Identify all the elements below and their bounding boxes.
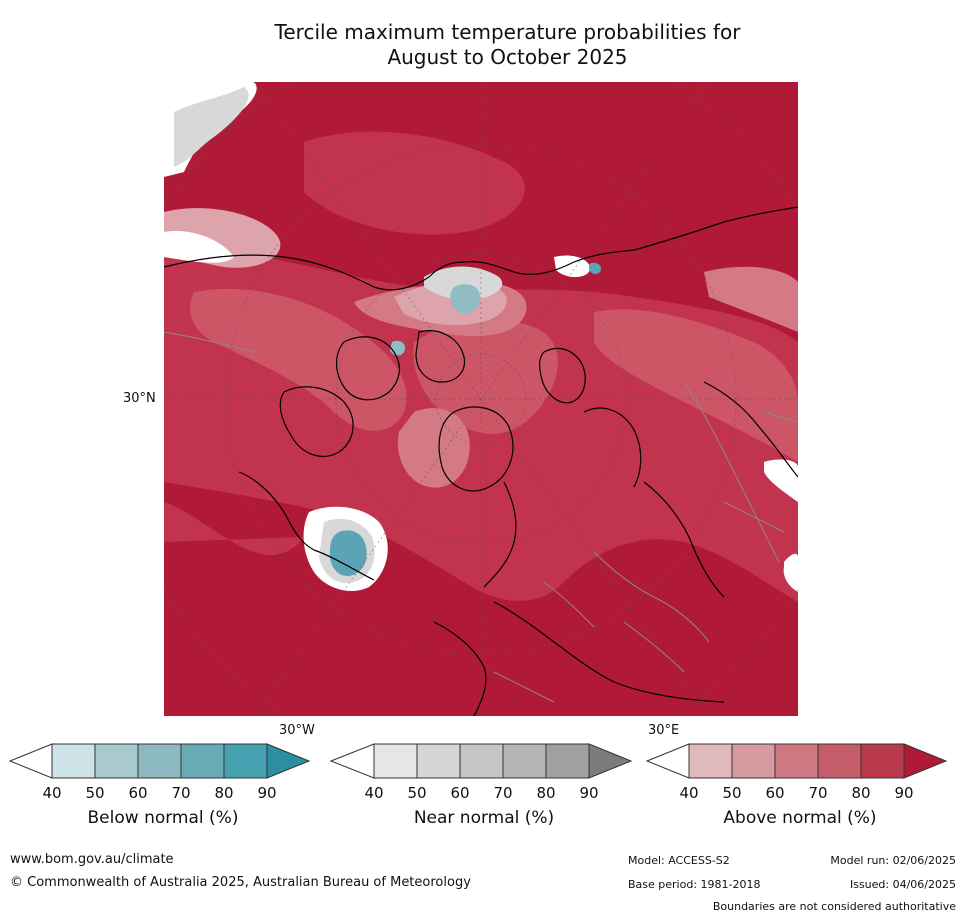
lat-label-30n: 30°N xyxy=(123,391,156,406)
colorbar-near-seg-3 xyxy=(459,743,504,779)
model-run-text: Model run: 02/06/2025 xyxy=(830,854,956,867)
tick: 50 xyxy=(85,784,105,802)
colorbar-above-seg-5 xyxy=(860,743,905,779)
legend-above-normal: 40 50 60 70 80 90 Above normal (%) xyxy=(645,742,955,832)
near-normal-zone-b xyxy=(164,231,234,263)
country-borders xyxy=(164,331,798,703)
colorbar-above-seg-3 xyxy=(774,743,819,779)
tick: 80 xyxy=(536,784,556,802)
colorbar-near-seg-2 xyxy=(416,743,461,779)
near-normal-zone-g xyxy=(764,459,798,502)
tick: 40 xyxy=(679,784,699,802)
colorbar-near-seg-1 xyxy=(373,743,418,779)
tick: 40 xyxy=(364,784,384,802)
colorbar-above xyxy=(645,743,948,779)
issued-text: Issued: 04/06/2025 xyxy=(849,878,956,891)
colorbar-below-seg-3 xyxy=(137,743,182,779)
legend-caption: Above normal (%) xyxy=(723,808,877,828)
base-period-text: Base period: 1981-2018 xyxy=(628,878,761,891)
tick: 40 xyxy=(42,784,62,802)
near-normal-zone-h xyxy=(783,553,798,592)
lon-label-30w: 30°W xyxy=(279,723,315,738)
prob-zone-60-b xyxy=(397,408,470,488)
title-line-2: August to October 2025 xyxy=(387,45,628,69)
prob-zone-60-c xyxy=(704,266,798,332)
colorbar-near-seg-4 xyxy=(502,743,547,779)
tick: 70 xyxy=(171,784,191,802)
copyright-text: © Commonwealth of Australia 2025, Austra… xyxy=(10,875,471,890)
coastlines xyxy=(164,206,798,716)
colorbar-above-ticks: 40 50 60 70 80 90 xyxy=(645,784,955,802)
colorbar-below-arrow-low xyxy=(8,743,53,779)
tick: 90 xyxy=(894,784,914,802)
colorbar-below-arrow-high xyxy=(266,743,311,779)
tick: 70 xyxy=(493,784,513,802)
colorbar-above-seg-4 xyxy=(817,743,862,779)
tick: 60 xyxy=(450,784,470,802)
colorbar-above-seg-2 xyxy=(731,743,776,779)
colorbar-near-seg-5 xyxy=(545,743,590,779)
disclaimer-text: Boundaries are not considered authoritat… xyxy=(712,900,956,913)
below-normal-zone-b xyxy=(329,530,367,577)
colorbar-near-ticks: 40 50 60 70 80 90 xyxy=(329,784,639,802)
colorbar-below-seg-1 xyxy=(51,743,96,779)
below-normal-zone-d xyxy=(589,262,602,275)
colorbar-below-seg-4 xyxy=(180,743,225,779)
tick: 80 xyxy=(214,784,234,802)
colorbar-near-arrow-high xyxy=(588,743,633,779)
colorbar-near xyxy=(329,743,633,779)
colorbar-above-arrow-high xyxy=(903,743,948,779)
colorbar-near-arrow-low xyxy=(329,743,375,779)
legend-caption: Below normal (%) xyxy=(87,808,239,828)
colorbar-below-seg-5 xyxy=(223,743,268,779)
prob-zone-70-c xyxy=(413,319,558,434)
below-normal-zone-c xyxy=(390,340,406,356)
prob-zone-80-c xyxy=(304,131,525,235)
chart-title: Tercile maximum temperature probabilitie… xyxy=(160,20,855,70)
below-normal-zone-a xyxy=(450,284,481,314)
near-normal-zone-a2 xyxy=(174,87,249,167)
legend-caption: Near normal (%) xyxy=(413,808,555,828)
website-link[interactable]: www.bom.gov.au/climate xyxy=(10,852,174,867)
colorbar-below-seg-2 xyxy=(94,743,139,779)
legend-near-normal: 40 50 60 70 80 90 Near normal (%) xyxy=(329,742,639,832)
colorbar-below-ticks: 40 50 60 70 80 90 xyxy=(8,784,318,802)
tick: 90 xyxy=(257,784,277,802)
tick: 70 xyxy=(808,784,828,802)
lon-label-30e: 30°E xyxy=(648,723,680,738)
model-text: Model: ACCESS-S2 xyxy=(628,854,730,867)
tick: 50 xyxy=(407,784,427,802)
prob-zone-80-b xyxy=(164,502,304,556)
graticule xyxy=(164,82,798,716)
legend-below-normal: 40 50 60 70 80 90 Below normal (%) xyxy=(8,742,318,832)
polar-map xyxy=(164,82,798,716)
tick: 50 xyxy=(722,784,742,802)
tick: 90 xyxy=(579,784,599,802)
colorbar-below xyxy=(8,743,311,779)
colorbar-above-seg-1 xyxy=(688,743,733,779)
colorbar-above-arrow-low xyxy=(645,743,690,779)
near-normal-zone-c xyxy=(424,266,503,301)
prob-zone-70-b xyxy=(594,309,798,462)
near-normal-zone-d xyxy=(554,255,590,278)
tick: 60 xyxy=(128,784,148,802)
tick: 60 xyxy=(765,784,785,802)
tick: 80 xyxy=(851,784,871,802)
title-line-1: Tercile maximum temperature probabilitie… xyxy=(274,20,741,44)
